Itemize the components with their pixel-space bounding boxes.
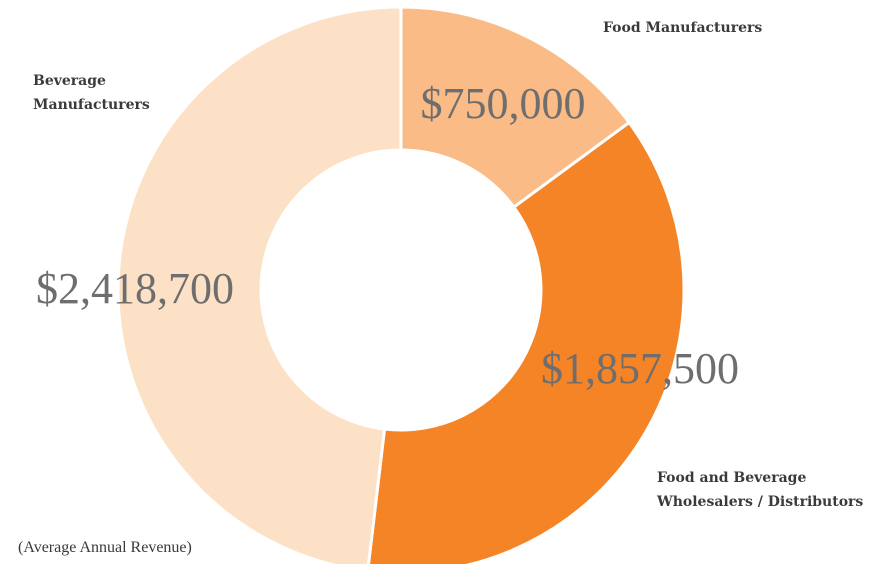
category-label: Beverage Manufacturers — [33, 73, 150, 113]
value-label: $2,418,700 — [36, 264, 234, 313]
slice — [367, 120, 686, 564]
slice — [116, 5, 403, 564]
value-label: $1,857,500 — [541, 344, 739, 393]
annotation: (Average Annual Revenue) — [18, 539, 192, 556]
slice — [399, 5, 632, 210]
value-label: $750,000 — [421, 79, 586, 128]
category-label: Food and Beverage Wholesalers / Distribu… — [657, 470, 864, 510]
category-label: Food Manufacturers — [603, 20, 763, 36]
